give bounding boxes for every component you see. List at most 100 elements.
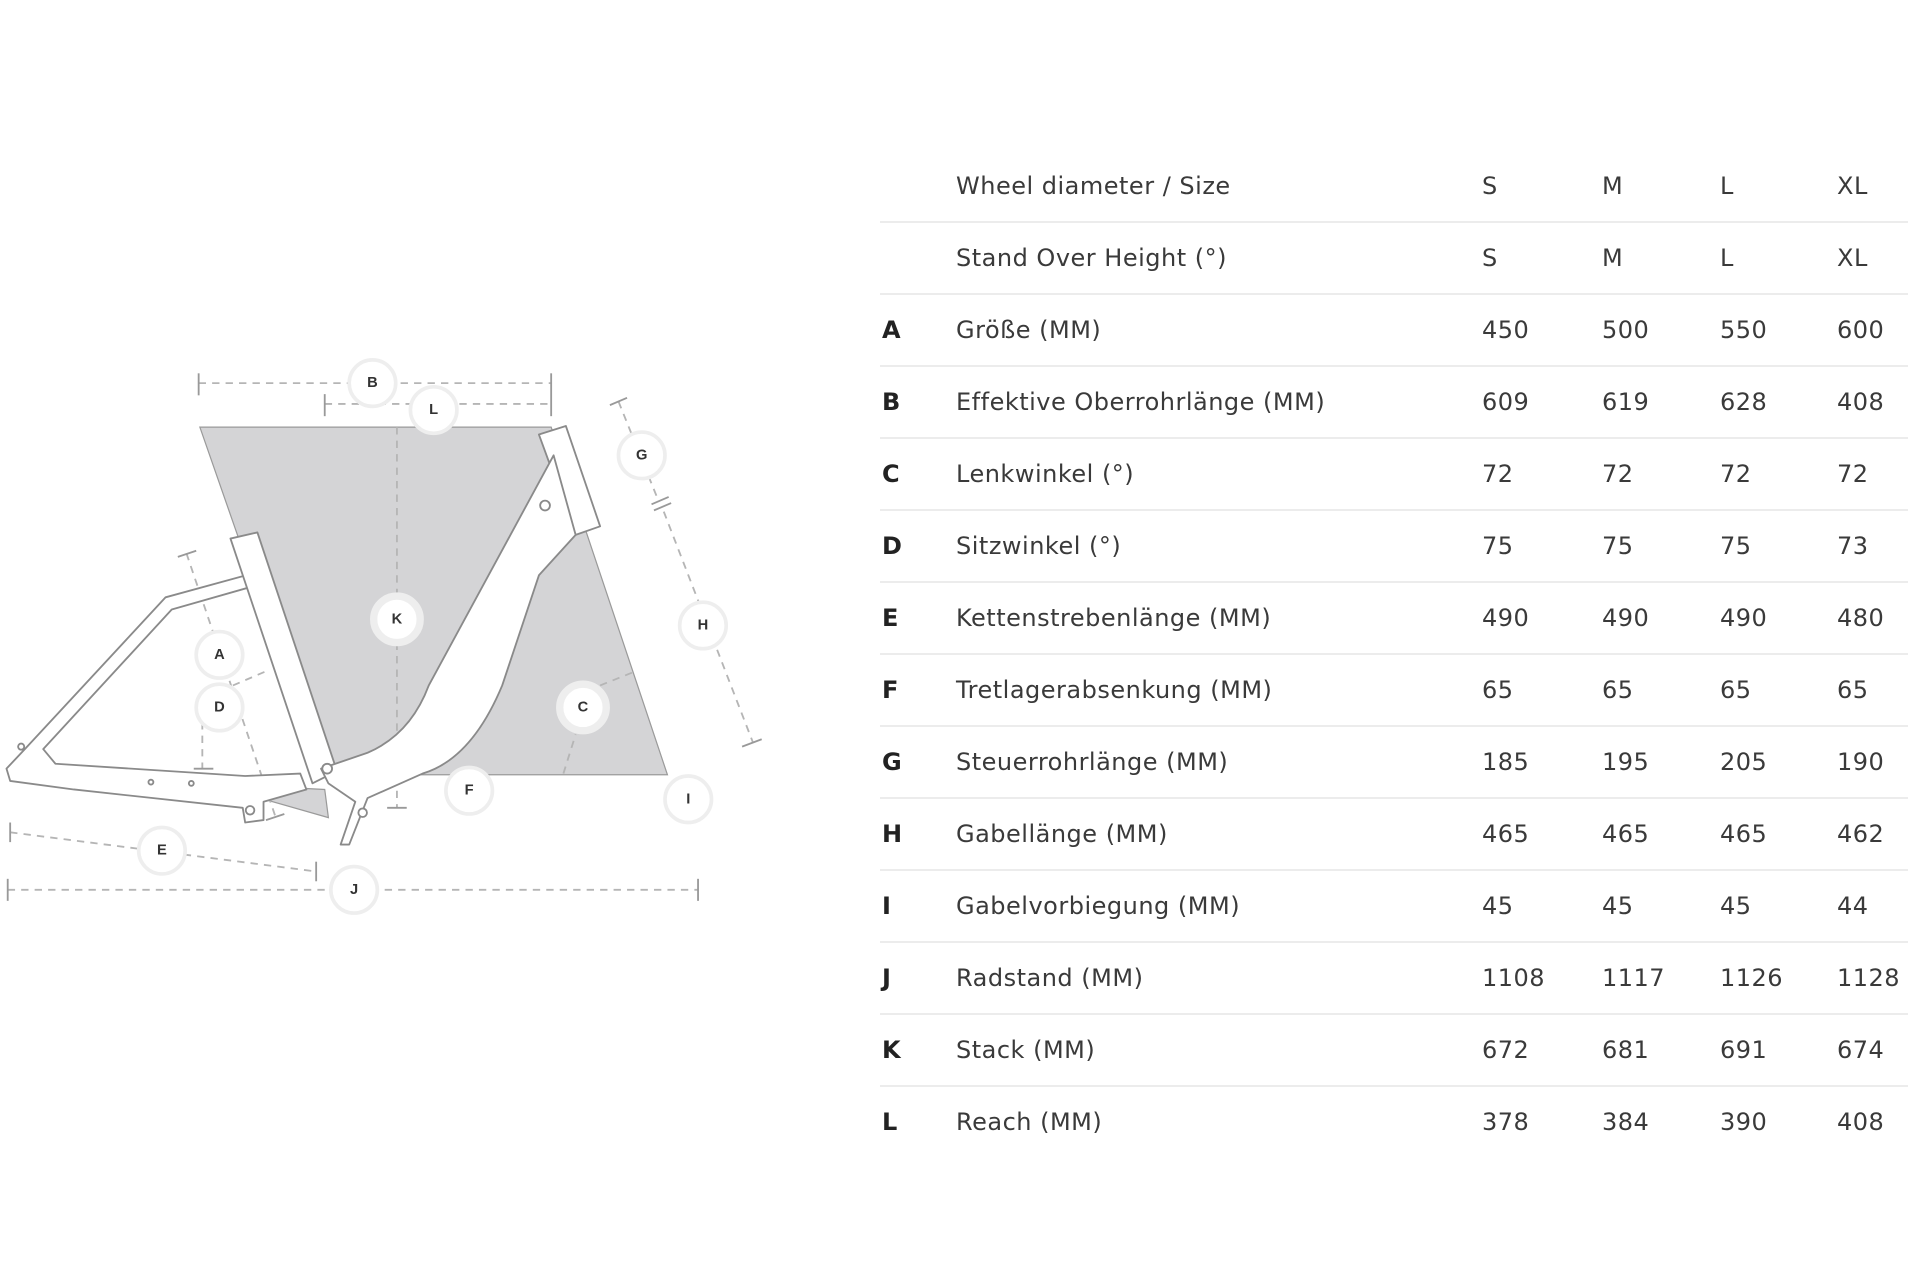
- row-letter: K: [882, 1036, 902, 1064]
- cell-value: 72: [1482, 460, 1514, 488]
- marker-l: L: [408, 384, 459, 436]
- table-row: Stand Over Height (°) S M L XL: [880, 223, 1908, 295]
- row-label: Größe (MM): [956, 316, 1102, 344]
- cell-value: 1126: [1720, 964, 1784, 992]
- bike-geometry-diagram: B L G K H A D C F I E J: [5, 358, 763, 915]
- table-row: A Größe (MM) 450 500 550 600: [880, 295, 1908, 367]
- row-label: Kettenstrebenlänge (MM): [956, 604, 1272, 632]
- table-row: C Lenkwinkel (°) 72 72 72 72: [880, 439, 1908, 511]
- row-label: Gabelvorbiegung (MM): [956, 892, 1241, 920]
- marker-d: D: [194, 682, 245, 733]
- cell-value: 465: [1720, 820, 1768, 848]
- marker-j: J: [329, 864, 380, 915]
- cell-value: 65: [1482, 676, 1514, 704]
- svg-text:G: G: [636, 447, 647, 463]
- cell-value: 609: [1482, 388, 1530, 416]
- cell-value: 190: [1837, 748, 1885, 776]
- row-label: Stand Over Height (°): [956, 244, 1227, 272]
- row-label: Reach (MM): [956, 1108, 1103, 1136]
- cell-value: L: [1720, 172, 1734, 200]
- row-letter: J: [882, 964, 892, 992]
- svg-text:L: L: [429, 402, 438, 418]
- cell-value: 65: [1720, 676, 1752, 704]
- cell-value: 550: [1720, 316, 1768, 344]
- cell-value: 195: [1602, 748, 1650, 776]
- row-label: Wheel diameter / Size: [956, 172, 1231, 200]
- cell-value: 205: [1720, 748, 1768, 776]
- cell-value: 73: [1837, 532, 1869, 560]
- cell-value: 72: [1602, 460, 1634, 488]
- marker-c: C: [556, 680, 610, 735]
- cell-value: 619: [1602, 388, 1650, 416]
- row-letter: F: [882, 676, 899, 704]
- table-row: I Gabelvorbiegung (MM) 45 45 45 44: [880, 871, 1908, 943]
- table-row: J Radstand (MM) 1108 1117 1126 1128: [880, 943, 1908, 1015]
- cell-value: 390: [1720, 1108, 1768, 1136]
- cell-value: 462: [1837, 820, 1885, 848]
- cell-value: 75: [1602, 532, 1634, 560]
- cell-value: 408: [1837, 388, 1885, 416]
- cell-value: 490: [1602, 604, 1650, 632]
- table-row: D Sitzwinkel (°) 75 75 75 73: [880, 511, 1908, 583]
- row-letter: C: [882, 460, 901, 488]
- row-label: Radstand (MM): [956, 964, 1144, 992]
- row-label: Stack (MM): [956, 1036, 1096, 1064]
- cell-value: M: [1602, 172, 1624, 200]
- svg-text:K: K: [392, 611, 403, 627]
- marker-i: I: [663, 774, 714, 825]
- cell-value: 378: [1482, 1108, 1530, 1136]
- svg-text:F: F: [465, 783, 474, 799]
- cell-value: 185: [1482, 748, 1530, 776]
- table-row: K Stack (MM) 672 681 691 674: [880, 1015, 1908, 1087]
- table-row: E Kettenstrebenlänge (MM) 490 490 490 480: [880, 583, 1908, 655]
- cell-value: 691: [1720, 1036, 1768, 1064]
- table-row: B Effektive Oberrohrlänge (MM) 609 619 628 40…: [880, 367, 1908, 439]
- marker-b: B: [347, 358, 398, 409]
- svg-text:A: A: [214, 647, 225, 663]
- table-row: F Tretlagerabsenkung (MM) 65 65 65 65: [880, 655, 1908, 727]
- row-label: Lenkwinkel (°): [956, 460, 1135, 488]
- cell-value: 600: [1837, 316, 1885, 344]
- svg-text:B: B: [367, 375, 378, 391]
- cell-value: 674: [1837, 1036, 1885, 1064]
- cell-value: L: [1720, 244, 1734, 272]
- cell-value: 1128: [1837, 964, 1901, 992]
- marker-a: A: [194, 629, 245, 680]
- cell-value: 681: [1602, 1036, 1650, 1064]
- cell-value: 45: [1602, 892, 1634, 920]
- cell-value: M: [1602, 244, 1624, 272]
- marker-f: F: [444, 765, 495, 816]
- table-row: H Gabellänge (MM) 465 465 465 462: [880, 799, 1908, 871]
- cell-value: 384: [1602, 1108, 1650, 1136]
- row-letter: B: [882, 388, 901, 416]
- cell-value: 490: [1482, 604, 1530, 632]
- row-letter: L: [882, 1108, 898, 1136]
- table-row: Wheel diameter / Size S M L XL: [880, 151, 1908, 223]
- cell-value: XL: [1837, 172, 1868, 200]
- cell-value: 1117: [1602, 964, 1666, 992]
- svg-text:H: H: [698, 617, 709, 633]
- cell-value: 44: [1837, 892, 1869, 920]
- row-letter: G: [882, 748, 903, 776]
- marker-h: H: [677, 600, 729, 651]
- cell-value: 72: [1837, 460, 1869, 488]
- cell-value: 672: [1482, 1036, 1530, 1064]
- cell-value: 480: [1837, 604, 1885, 632]
- row-letter: E: [882, 604, 899, 632]
- row-label: Sitzwinkel (°): [956, 532, 1122, 560]
- marker-k: K: [370, 592, 424, 647]
- row-label: Effektive Oberrohrlänge (MM): [956, 388, 1326, 416]
- cell-value: S: [1482, 244, 1498, 272]
- cell-value: 500: [1602, 316, 1650, 344]
- cell-value: 65: [1837, 676, 1869, 704]
- cell-value: 75: [1482, 532, 1514, 560]
- geometry-table: Wheel diameter / Size S M L XL Stand Over Hei…: [880, 151, 1908, 1157]
- cell-value: S: [1482, 172, 1498, 200]
- row-letter: A: [882, 316, 902, 344]
- svg-text:I: I: [686, 791, 690, 807]
- cell-value: 65: [1602, 676, 1634, 704]
- row-letter: I: [882, 892, 892, 920]
- marker-g: G: [616, 430, 667, 481]
- cell-value: 75: [1720, 532, 1752, 560]
- bike-frame: [5, 425, 602, 846]
